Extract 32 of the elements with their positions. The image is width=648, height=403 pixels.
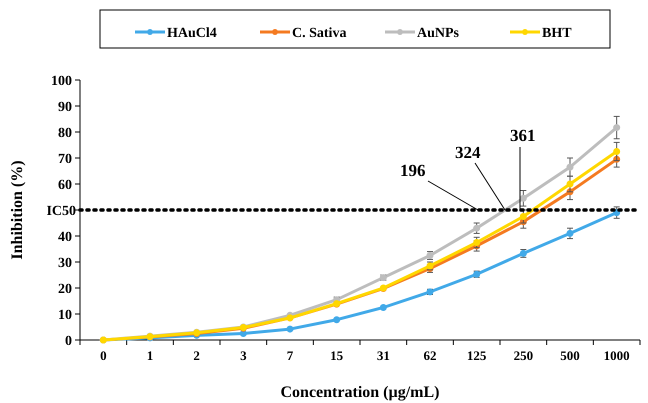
y-tick-label: 70 [58, 152, 72, 167]
annotation: 324 [455, 143, 481, 162]
y-tick-label: 40 [58, 230, 72, 245]
y-tick-label: 60 [58, 178, 72, 193]
legend-label: AuNPs [417, 26, 460, 41]
y-tick-label: 30 [58, 256, 72, 271]
annotation: 196 [400, 161, 426, 180]
x-tick-label: 31 [376, 348, 390, 363]
x-tick-label: 250 [514, 348, 534, 363]
ref-line-label: IC50 [46, 204, 76, 219]
x-tick-label: 125 [466, 348, 487, 363]
y-tick-label: 20 [58, 282, 72, 297]
legend-label: C. Sativa [292, 26, 346, 41]
y-tick-label: 100 [51, 74, 72, 89]
y-tick-label: 10 [58, 308, 72, 323]
x-tick-label: 1000 [604, 348, 630, 363]
x-tick-label: 1 [146, 348, 154, 363]
x-tick-label: 15 [330, 348, 344, 363]
y-tick-label: 90 [58, 100, 72, 115]
y-tick-label: 80 [58, 126, 72, 141]
x-axis-title: Concentration (µg/mL) [280, 384, 440, 401]
x-tick-label: 62 [424, 348, 436, 363]
x-tick-label: 7 [286, 348, 294, 363]
y-axis-title: Inhibition (%) [9, 160, 26, 260]
legend-label: HAuCl4 [167, 26, 217, 41]
x-tick-label: 3 [240, 348, 248, 363]
x-tick-label: 2 [193, 348, 200, 363]
annotation: 361 [510, 126, 536, 145]
legend-label: BHT [542, 26, 572, 41]
x-tick-label: 0 [100, 348, 107, 363]
y-tick-label: 0 [65, 334, 72, 349]
x-tick-label: 500 [560, 348, 580, 363]
